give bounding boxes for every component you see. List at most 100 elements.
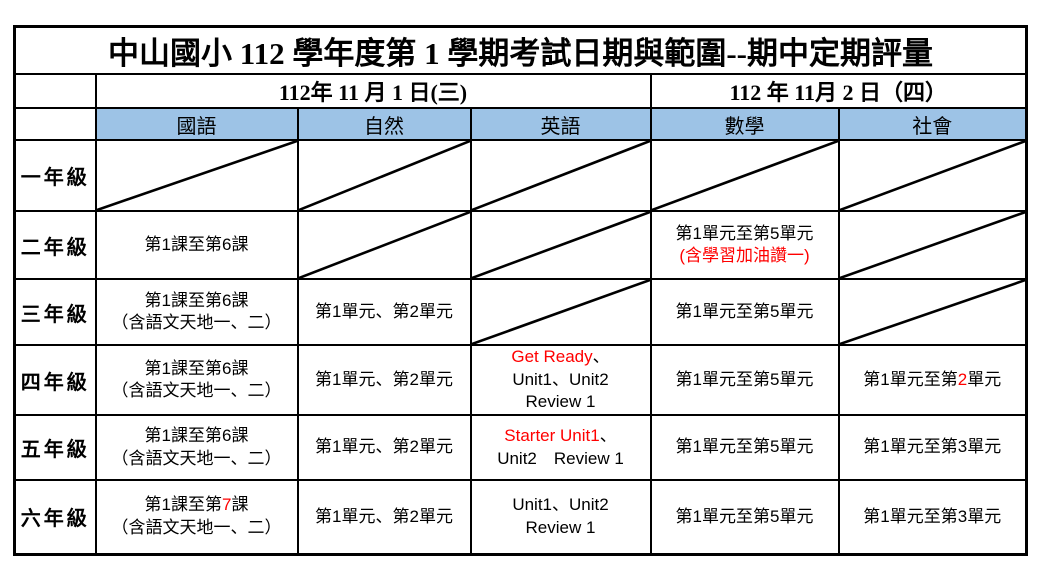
exam-range-cell: 第1單元至第5單元 <box>649 344 840 416</box>
plain-text: 第1單元至第5單元 <box>675 369 814 389</box>
plain-text: （含語文天地一、二） <box>111 448 282 468</box>
exam-range-line: Review 1 <box>473 517 649 539</box>
subject-header-math: 數學 <box>649 107 840 141</box>
title-row: 中山國小 112 學年度第 1 學期考試日期與範圍--期中定期評量 <box>13 25 1028 75</box>
exam-range-cell: 第1單元至第2單元 <box>837 344 1028 416</box>
plain-text: 第1單元至第5單元 <box>675 301 814 321</box>
exam-range-line: 第1課至第6課 <box>98 425 296 447</box>
date-header-nov1: 112年 11 月 1 日(三) <box>94 73 652 109</box>
exam-range-line: Get Ready、 <box>473 347 649 369</box>
plain-text: Unit1、Unit2 <box>512 495 609 515</box>
plain-text: 第1單元至第5單元 <box>675 437 814 457</box>
diagonal-line-icon <box>840 141 1026 210</box>
exam-range-line: 第1單元至第3單元 <box>841 436 1025 458</box>
plain-text: 第1單元至第5單元 <box>675 506 814 526</box>
exam-range-cell: 第1單元、第2單元 <box>296 414 472 481</box>
exam-range-line: （含語文天地一、二） <box>98 517 296 539</box>
date-header-nov2: 112 年 11月 2 日（四） <box>649 73 1028 109</box>
exam-range-line: 第1單元至第5單元 <box>653 223 837 245</box>
diagonal-line-icon <box>652 141 838 210</box>
subject-header-mandarin: 國語 <box>94 107 299 141</box>
highlighted-text: Get Ready <box>511 347 593 367</box>
subject-header-english: 英語 <box>469 107 652 141</box>
diagonal-line-icon <box>97 141 297 210</box>
date-header-row: 112年 11 月 1 日(三) 112 年 11月 2 日（四） <box>13 73 1028 109</box>
table-row: 三年級 第1課至第6課 （含語文天地一、二） 第1單元、第2單元 第1單元至第5單元 <box>13 278 1028 346</box>
subject-header-row: 國語 自然 英語 數學 社會 <box>13 107 1028 141</box>
diagonal-line-icon <box>299 212 470 278</box>
exam-range-line: Unit1、Unit2 <box>473 369 649 391</box>
plain-text: 第1課至第6課 <box>144 426 249 446</box>
plain-text: （含語文天地一、二） <box>111 313 282 332</box>
plain-text: 第1單元至第3單元 <box>863 506 1002 526</box>
exam-range-cell: 第1單元至第5單元 <box>649 479 840 555</box>
plain-text: 、 <box>599 426 617 446</box>
plain-text: 第1單元、第2單元 <box>315 301 453 321</box>
grade-label: 三年級 <box>13 278 97 346</box>
plain-text: 、 <box>592 347 610 367</box>
plain-text: （含語文天地一、二） <box>111 381 282 400</box>
exam-schedule-table: 中山國小 112 學年度第 1 學期考試日期與範圍--期中定期評量 112年 1… <box>13 25 1029 556</box>
plain-text: 第1課至第6課 <box>144 290 249 310</box>
exam-range-cell: 第1課至第6課 （含語文天地一、二） <box>94 278 299 346</box>
exam-range-cell: Starter Unit1、 Unit2 Review 1 <box>469 414 652 481</box>
plain-text: 第1單元、第2單元 <box>315 506 453 526</box>
no-exam-diagonal-cell <box>469 210 652 280</box>
exam-range-cell: 第1單元至第5單元 (含學習加油讚一) <box>649 210 840 280</box>
highlighted-text: Starter Unit1 <box>504 426 600 446</box>
no-exam-diagonal-cell <box>296 210 472 280</box>
grade-label: 六年級 <box>13 479 97 555</box>
exam-range-line: (含學習加油讚一) <box>653 245 837 267</box>
exam-range-cell: 第1單元至第5單元 <box>649 278 840 346</box>
no-exam-diagonal-cell <box>94 139 299 212</box>
no-exam-diagonal-cell <box>296 139 472 212</box>
exam-range-line: 第1單元至第5單元 <box>653 506 837 528</box>
exam-range-cell: 第1單元、第2單元 <box>296 479 472 555</box>
exam-range-cell: 第1單元、第2單元 <box>296 344 472 416</box>
plain-text: Review 1 <box>525 392 596 412</box>
table-row: 二年級 第1課至第6課 第1單元至第5單元 (含學習加油讚一) <box>13 210 1028 280</box>
exam-range-line: Review 1 <box>473 391 649 413</box>
exam-range-line: Starter Unit1、 <box>473 425 649 447</box>
plain-text: Unit2 Review 1 <box>497 448 624 468</box>
no-exam-diagonal-cell <box>837 139 1028 212</box>
no-exam-diagonal-cell <box>469 278 652 346</box>
highlighted-text: (含學習加油讚一) <box>679 246 810 265</box>
exam-range-cell: 第1單元至第5單元 <box>649 414 840 481</box>
grade-label: 二年級 <box>13 210 97 280</box>
subject-corner-empty-cell <box>13 107 97 141</box>
exam-range-line: 第1單元、第2單元 <box>300 301 469 323</box>
diagonal-line-icon <box>472 212 650 278</box>
diagonal-line-icon <box>840 212 1026 278</box>
exam-range-line: 第1單元、第2單元 <box>300 506 469 528</box>
exam-range-line: 第1單元至第5單元 <box>653 436 837 458</box>
grade-label: 一年級 <box>13 139 97 212</box>
exam-range-cell: 第1單元、第2單元 <box>296 278 472 346</box>
no-exam-diagonal-cell <box>837 278 1028 346</box>
plain-text: 第1課至第 <box>144 495 222 515</box>
plain-text: 第1單元、第2單元 <box>315 437 453 457</box>
exam-range-line: Unit2 Review 1 <box>473 448 649 470</box>
exam-range-line: 第1單元至第3單元 <box>841 506 1025 528</box>
exam-range-line: 第1課至第6課 <box>98 290 296 312</box>
exam-range-cell: 第1單元至第3單元 <box>837 479 1028 555</box>
exam-range-cell: 第1課至第6課 （含語文天地一、二） <box>94 344 299 416</box>
exam-range-cell: 第1課至第7課 （含語文天地一、二） <box>94 479 299 555</box>
subject-header-social: 社會 <box>837 107 1028 141</box>
plain-text: 課 <box>231 495 249 515</box>
exam-schedule-document: 中山國小 112 學年度第 1 學期考試日期與範圍--期中定期評量 112年 1… <box>13 25 1029 556</box>
exam-range-line: 第1課至第6課 <box>98 234 296 256</box>
exam-range-cell: Unit1、Unit2 Review 1 <box>469 479 652 555</box>
highlighted-text: 2 <box>957 369 968 389</box>
subject-header-science: 自然 <box>296 107 472 141</box>
exam-range-cell: 第1課至第6課 （含語文天地一、二） <box>94 414 299 481</box>
exam-range-cell: Get Ready、 Unit1、Unit2 Review 1 <box>469 344 652 416</box>
exam-range-line: 第1單元、第2單元 <box>300 436 469 458</box>
exam-range-line: 第1課至第6課 <box>98 358 296 380</box>
plain-text: 第1單元至第3單元 <box>863 437 1002 457</box>
table-row: 五年級 第1課至第6課 （含語文天地一、二） 第1單元、第2單元 Starter Uni… <box>13 414 1028 481</box>
table-row: 一年級 <box>13 139 1028 212</box>
exam-range-line: （含語文天地一、二） <box>98 380 296 402</box>
plain-text: 第1課至第6課 <box>144 234 249 254</box>
diagonal-line-icon <box>840 280 1026 344</box>
